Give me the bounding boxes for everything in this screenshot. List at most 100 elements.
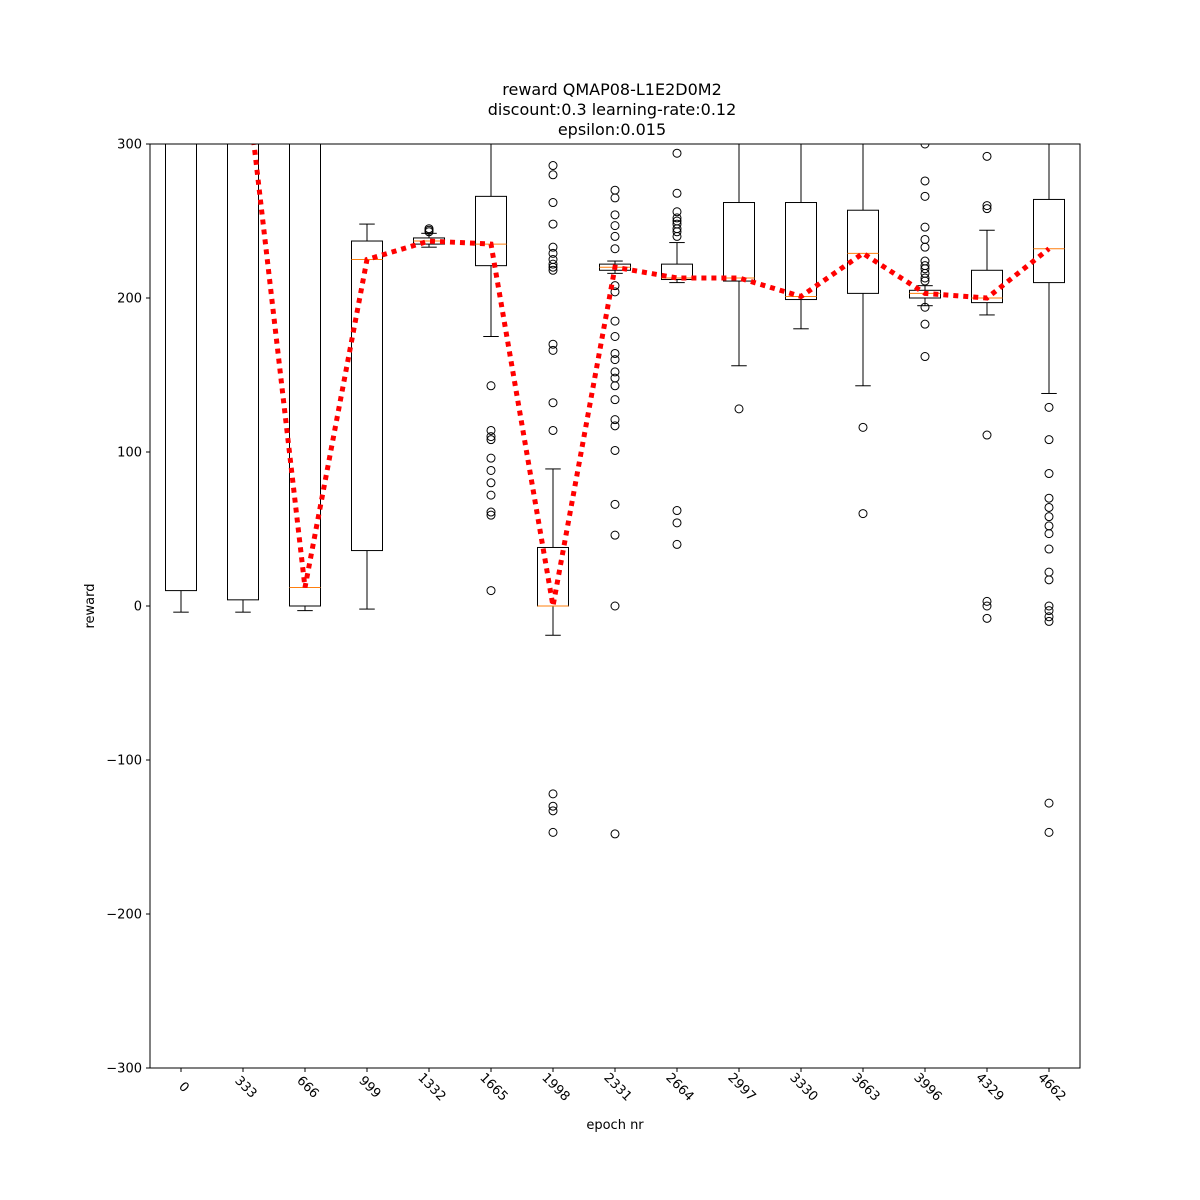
outlier bbox=[486, 510, 496, 520]
outlier bbox=[920, 319, 930, 329]
outlier bbox=[610, 367, 620, 377]
outlier bbox=[1044, 606, 1054, 616]
box bbox=[351, 240, 383, 552]
box bbox=[909, 289, 941, 299]
outlier bbox=[672, 188, 682, 198]
outlier bbox=[920, 242, 930, 252]
outlier bbox=[548, 345, 558, 355]
y-tick-label: −300 bbox=[106, 1062, 142, 1077]
outlier bbox=[982, 613, 992, 623]
outlier bbox=[610, 601, 620, 611]
outlier bbox=[672, 518, 682, 528]
outlier bbox=[1044, 529, 1054, 539]
outlier bbox=[672, 148, 682, 158]
outlier bbox=[610, 395, 620, 405]
outlier bbox=[920, 191, 930, 201]
outlier bbox=[486, 425, 496, 435]
outlier bbox=[1044, 502, 1054, 512]
outlier bbox=[920, 352, 930, 362]
outlier bbox=[610, 348, 620, 358]
y-tick-label: 0 bbox=[134, 600, 142, 615]
box bbox=[289, 144, 321, 607]
outlier bbox=[548, 262, 558, 272]
outlier bbox=[486, 453, 496, 463]
outlier bbox=[548, 248, 558, 258]
outlier bbox=[548, 339, 558, 349]
outlier bbox=[610, 381, 620, 391]
outlier bbox=[920, 302, 930, 312]
outlier bbox=[486, 490, 496, 500]
outlier bbox=[610, 221, 620, 231]
box bbox=[785, 202, 817, 301]
outlier bbox=[672, 227, 682, 237]
box bbox=[1033, 198, 1065, 284]
outlier bbox=[486, 435, 496, 445]
outlier bbox=[982, 201, 992, 211]
outlier bbox=[610, 829, 620, 839]
chart-subtitle: discount:0.3 learning-rate:0.12 bbox=[488, 100, 737, 119]
outlier bbox=[672, 213, 682, 223]
box bbox=[475, 195, 507, 267]
outlier bbox=[1044, 827, 1054, 837]
outlier bbox=[858, 509, 868, 519]
outlier bbox=[548, 219, 558, 229]
y-tick-label: 100 bbox=[117, 446, 142, 461]
plot-area bbox=[165, 144, 1065, 839]
outlier bbox=[672, 231, 682, 241]
outlier bbox=[920, 276, 930, 286]
x-axis-label: epoch nr bbox=[586, 1118, 644, 1133]
y-tick-label: 300 bbox=[117, 138, 142, 153]
box bbox=[661, 263, 693, 281]
outlier bbox=[1044, 575, 1054, 585]
outlier bbox=[858, 422, 868, 432]
outlier bbox=[548, 801, 558, 811]
outlier bbox=[1044, 601, 1054, 611]
outlier bbox=[982, 596, 992, 606]
median-line bbox=[251, 144, 1051, 607]
outlier bbox=[424, 224, 434, 234]
outlier bbox=[486, 478, 496, 488]
outlier bbox=[1044, 798, 1054, 808]
outlier bbox=[982, 204, 992, 214]
box bbox=[723, 202, 755, 282]
outlier bbox=[548, 170, 558, 180]
outlier bbox=[610, 287, 620, 297]
outlier bbox=[982, 601, 992, 611]
outlier bbox=[672, 539, 682, 549]
outlier bbox=[1044, 469, 1054, 479]
box bbox=[227, 144, 259, 601]
outlier bbox=[548, 259, 558, 269]
outlier bbox=[610, 415, 620, 425]
outlier bbox=[610, 193, 620, 203]
box bbox=[847, 209, 879, 294]
box bbox=[165, 144, 197, 592]
chart-title: reward QMAP08-L1E2D0M2 bbox=[502, 80, 722, 99]
outlier bbox=[548, 198, 558, 208]
y-tick-label: −100 bbox=[106, 754, 142, 769]
outlier bbox=[920, 144, 930, 149]
y-tick-label: −200 bbox=[106, 908, 142, 923]
outlier bbox=[610, 499, 620, 509]
outlier bbox=[610, 244, 620, 254]
outlier bbox=[486, 507, 496, 517]
outlier bbox=[1044, 544, 1054, 554]
outlier bbox=[734, 404, 744, 414]
outlier bbox=[486, 586, 496, 596]
outlier bbox=[1044, 402, 1054, 412]
chart-subtitle: epsilon:0.015 bbox=[558, 120, 666, 139]
outlier bbox=[1044, 612, 1054, 622]
outlier bbox=[1044, 512, 1054, 522]
outlier bbox=[610, 210, 620, 220]
outlier bbox=[610, 231, 620, 241]
outlier bbox=[982, 430, 992, 440]
outlier bbox=[548, 806, 558, 816]
outlier bbox=[982, 151, 992, 161]
outlier bbox=[548, 242, 558, 252]
outlier bbox=[610, 445, 620, 455]
outlier bbox=[548, 161, 558, 171]
outlier bbox=[548, 425, 558, 435]
outlier bbox=[1044, 493, 1054, 503]
outlier bbox=[486, 432, 496, 442]
